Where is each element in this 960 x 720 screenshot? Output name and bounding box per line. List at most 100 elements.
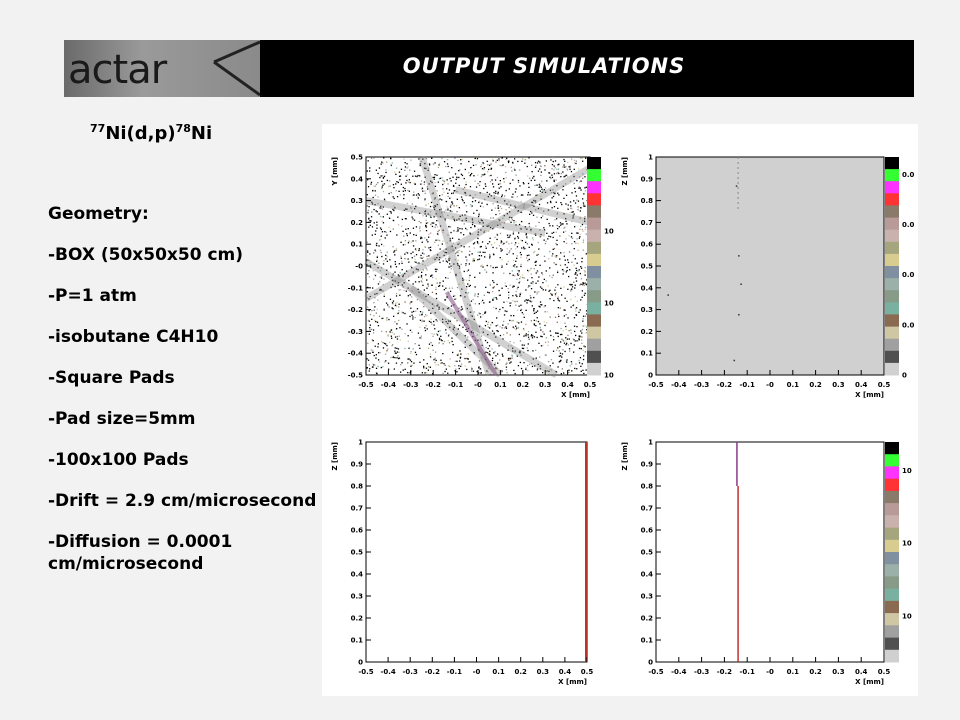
hit-point — [472, 243, 475, 245]
hit-point — [368, 333, 370, 335]
hit-point — [382, 184, 384, 186]
hit-point — [409, 329, 412, 331]
hit-point — [425, 367, 428, 369]
hit-point — [459, 356, 462, 358]
hit-point — [369, 253, 371, 255]
hit-point — [496, 298, 498, 300]
hit-point — [397, 348, 400, 350]
product-mass: 78 — [175, 122, 191, 135]
hit-point — [514, 350, 516, 352]
hit-point — [557, 335, 559, 338]
hit-point — [407, 181, 410, 183]
hit-point — [460, 232, 462, 234]
hit-point — [571, 243, 573, 245]
hit-point — [457, 227, 459, 229]
hit-point — [548, 290, 550, 292]
hit-point — [457, 259, 460, 261]
hit-point — [426, 279, 428, 281]
hit-point — [371, 318, 373, 320]
hit-point — [392, 196, 394, 198]
hit-point — [575, 242, 577, 244]
x-axis-label: X [mm] — [558, 678, 587, 686]
hit-point — [584, 292, 586, 294]
reaction-product: Ni — [190, 123, 213, 144]
hit-point — [524, 247, 527, 250]
hit-point — [521, 158, 524, 160]
hit-point — [401, 362, 403, 364]
hit-point — [394, 352, 396, 354]
hit-point — [507, 345, 510, 347]
hit-point — [449, 266, 451, 268]
color-swatch — [885, 637, 899, 651]
hit-point — [437, 166, 439, 169]
hit-point — [422, 284, 424, 286]
hit-point — [411, 267, 413, 269]
hit-point — [470, 226, 472, 229]
hit-point — [447, 165, 449, 168]
param-item: -Drift = 2.9 cm/microsecond — [48, 491, 317, 511]
hit-point — [517, 181, 520, 183]
hit-point — [526, 254, 528, 257]
hit-point — [432, 276, 434, 279]
hit-point — [381, 175, 384, 177]
hit-point — [437, 330, 440, 333]
hit-point — [505, 285, 507, 287]
hit-point — [560, 341, 562, 343]
hit-point — [404, 187, 406, 190]
hit-point — [570, 236, 573, 238]
color-swatch — [885, 362, 899, 376]
hit-point — [376, 260, 378, 262]
hit-point — [520, 354, 522, 356]
hit-point — [371, 211, 373, 213]
hit-point — [542, 215, 544, 217]
hit-point — [520, 304, 522, 306]
hit-point — [571, 370, 573, 372]
hit-point — [546, 322, 548, 324]
hit-point — [577, 206, 579, 208]
hit-point — [514, 351, 516, 353]
hit-point — [492, 272, 494, 274]
hit-point — [477, 295, 479, 298]
hit-point — [409, 359, 412, 361]
hit-point — [412, 218, 414, 220]
hit-point — [573, 168, 575, 170]
y-tick-label: -0.3 — [348, 328, 363, 336]
hit-point — [472, 221, 474, 224]
hit-point — [455, 178, 457, 181]
hit-point — [519, 361, 521, 364]
hit-point — [482, 174, 484, 176]
hit-point — [386, 260, 388, 262]
hit-point — [457, 353, 459, 355]
hit-point — [477, 183, 479, 185]
hit-point — [424, 162, 426, 165]
hit-point — [434, 258, 436, 261]
hit-point — [559, 258, 561, 260]
color-swatch — [885, 625, 899, 638]
hit-point — [406, 258, 409, 260]
hit-point — [555, 231, 557, 233]
hit-point — [401, 262, 403, 264]
hit-point — [499, 205, 502, 208]
hit-point — [452, 250, 454, 252]
hit-point — [428, 255, 430, 257]
hit-point — [387, 273, 389, 275]
hit-point — [464, 296, 466, 298]
hit-point — [405, 290, 407, 292]
hit-point — [582, 284, 584, 286]
hit-point — [440, 339, 442, 341]
y-tick-label: 0.3 — [641, 306, 654, 314]
hit-point — [585, 157, 587, 159]
hit-point — [585, 186, 587, 188]
hit-point — [382, 317, 384, 319]
hit-point — [425, 204, 427, 206]
hit-point — [484, 312, 486, 314]
hit-point — [445, 258, 447, 260]
hit-point — [577, 200, 580, 202]
hit-point — [368, 206, 370, 208]
hit-point — [576, 368, 578, 370]
hit-point — [485, 247, 487, 249]
hit-point — [572, 173, 575, 175]
hit-point — [413, 182, 415, 184]
hit-point — [391, 276, 393, 278]
hit-point — [402, 275, 404, 278]
